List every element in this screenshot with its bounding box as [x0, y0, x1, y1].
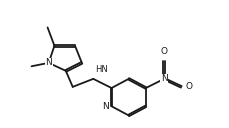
Text: O: O: [185, 82, 192, 91]
Text: HN: HN: [95, 65, 108, 74]
Text: O: O: [160, 47, 167, 56]
Text: N: N: [45, 58, 52, 67]
Text: N: N: [102, 102, 108, 111]
Text: N: N: [160, 74, 167, 83]
